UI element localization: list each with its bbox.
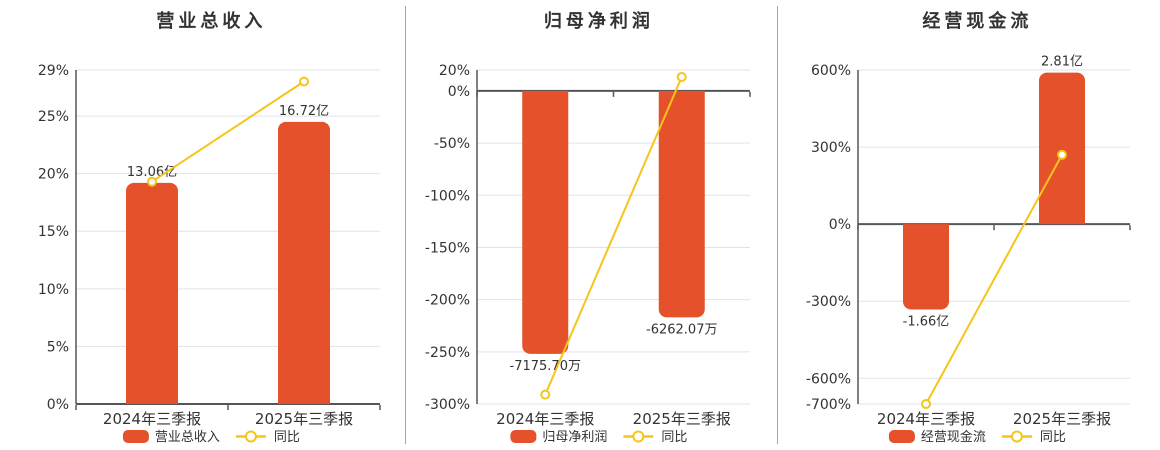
chart-net-profit: 归母净利润 20% 0% -50% -100% -150% -200% -250% -300% -…: [425, 10, 751, 445]
y-axis-tick-label: 600%: [811, 63, 851, 79]
y-axis-tick-label: -300%: [806, 294, 851, 310]
y-axis-tick-label: 29%: [38, 63, 69, 79]
y-axis-tick-label: 0%: [47, 397, 69, 413]
y-axis-tick-label: 20%: [439, 63, 470, 79]
legend-line-marker[interactable]: [1010, 430, 1023, 443]
y-axis-tick-label: 15%: [38, 224, 69, 240]
y-axis-tick-label: -50%: [434, 136, 470, 152]
bar-value-label: 13.06亿: [127, 165, 177, 180]
bar-value-label: -6262.07万: [646, 322, 717, 337]
chart-revenue: 营业总收入 29% 25% 20% 15% 10% 5% 0% 13.06亿 16.72亿 2024…: [38, 10, 381, 445]
legend: 营业总收入 同比: [122, 430, 300, 445]
x-axis-category-label: 2025年三季报: [255, 410, 353, 428]
bar-value-label: -1.66亿: [903, 314, 950, 329]
legend-bar-swatch[interactable]: [888, 430, 915, 443]
x-axis-category-label: 2024年三季报: [877, 410, 975, 428]
bar-operating-cash-flow-1[interactable]: [1039, 72, 1085, 225]
legend-line-marker[interactable]: [244, 430, 257, 443]
chart-operating-cash-flow: 经营现金流 600% 300% 0% -300% -600% -700% -1.66亿 2.81…: [806, 10, 1131, 445]
bar-value-label: 16.72亿: [279, 104, 329, 119]
legend-bar-label[interactable]: 经营现金流: [921, 429, 986, 445]
bar-net-profit-0[interactable]: [522, 90, 569, 354]
legend-bar-label[interactable]: 归母净利润: [542, 430, 607, 445]
y-axis-tick-label: 5%: [47, 339, 69, 355]
y-axis-tick-label: -200%: [425, 293, 470, 309]
legend-bar-swatch[interactable]: [510, 430, 537, 443]
legend-line-label[interactable]: 同比: [1040, 430, 1066, 445]
x-axis-category-label: 2024年三季报: [103, 410, 201, 428]
bar-net-profit-1[interactable]: [658, 90, 705, 318]
bar-revenue-1[interactable]: [278, 121, 330, 405]
yoy-line-marker: [540, 389, 551, 400]
yoy-line-marker: [299, 76, 309, 87]
yoy-line: [544, 76, 683, 396]
yoy-line: [925, 154, 1063, 405]
legend: 经营现金流 同比: [888, 429, 1066, 445]
y-axis-tick-label: -100%: [425, 188, 470, 204]
y-axis-tick-label: 0%: [448, 84, 470, 100]
yoy-line-marker: [921, 399, 931, 409]
y-axis-tick-label: -150%: [425, 240, 470, 256]
x-axis-category-label: 2025年三季报: [633, 410, 731, 428]
y-axis-tick-label: 20%: [38, 167, 69, 183]
y-axis-tick-label: 10%: [38, 282, 69, 298]
yoy-line-marker: [147, 176, 157, 187]
panel-separator: [777, 6, 778, 444]
chart-title-net-profit: 归母净利润: [544, 10, 654, 32]
bar-revenue-0[interactable]: [126, 182, 178, 404]
yoy-line-marker: [676, 71, 687, 82]
y-axis-tick-label: -600%: [806, 371, 851, 387]
y-axis-tick-label: 300%: [811, 140, 851, 156]
panel-separator: [405, 6, 406, 444]
legend-line-label[interactable]: 同比: [661, 430, 687, 445]
legend-line-label[interactable]: 同比: [274, 430, 300, 445]
legend-bar-label[interactable]: 营业总收入: [155, 430, 220, 445]
y-axis-tick-label: -250%: [425, 345, 470, 361]
y-axis-tick-label: -700%: [806, 397, 851, 413]
y-axis-tick-label: -300%: [425, 397, 470, 413]
legend: 归母净利润 同比: [510, 430, 687, 445]
bar-operating-cash-flow-0[interactable]: [903, 224, 949, 310]
legend-bar-swatch[interactable]: [122, 430, 149, 443]
legend-line-marker[interactable]: [632, 430, 645, 443]
bar-value-label: -7175.70万: [510, 359, 581, 374]
yoy-line-marker: [1057, 149, 1067, 160]
chart-title-revenue: 营业总收入: [156, 10, 266, 32]
chart-title-operating-cash-flow: 经营现金流: [922, 10, 1032, 32]
yoy-line: [151, 80, 305, 183]
x-axis-category-label: 2025年三季报: [1013, 410, 1111, 428]
y-axis-tick-label: 0%: [829, 217, 851, 233]
bar-value-label: 2.81亿: [1041, 55, 1083, 70]
y-axis-tick-label: 25%: [38, 109, 69, 125]
x-axis-category-label: 2024年三季报: [496, 410, 594, 428]
